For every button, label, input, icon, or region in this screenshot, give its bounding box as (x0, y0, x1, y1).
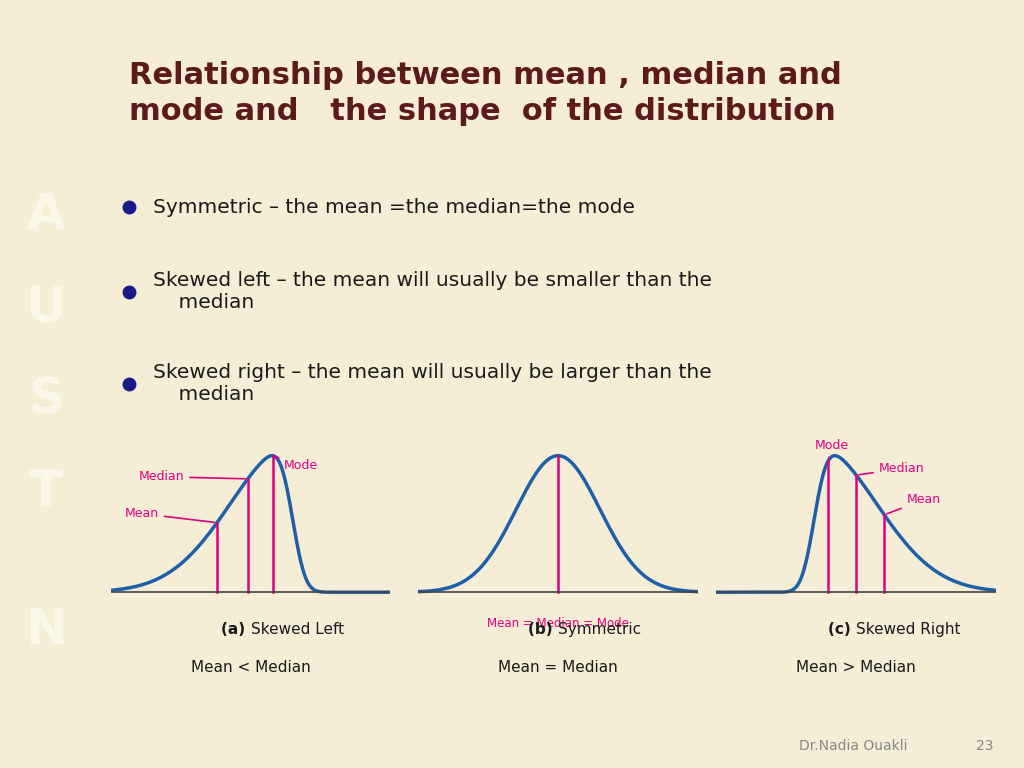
Text: Median: Median (139, 470, 245, 483)
Text: Skewed right – the mean will usually be larger than the
    median: Skewed right – the mean will usually be … (153, 363, 712, 405)
Text: Mean: Mean (125, 507, 214, 522)
Text: Mean > Median: Mean > Median (797, 660, 916, 676)
Text: Mean = Median: Mean = Median (499, 660, 617, 676)
Text: Dr.Nadia Ouakli: Dr.Nadia Ouakli (799, 739, 907, 753)
Text: Relationship between mean , median and
mode and   the shape  of the distribution: Relationship between mean , median and m… (129, 61, 842, 127)
Text: Mean < Median: Mean < Median (190, 660, 310, 676)
Text: Mean = Median = Mode: Mean = Median = Mode (487, 617, 629, 630)
Text: T: T (29, 468, 63, 515)
Text: N: N (26, 606, 67, 654)
Text: A: A (27, 191, 66, 239)
Text: (c): (c) (828, 622, 856, 637)
Text: 23: 23 (976, 739, 993, 753)
Text: (b): (b) (528, 622, 558, 637)
Text: Skewed left – the mean will usually be smaller than the
    median: Skewed left – the mean will usually be s… (153, 271, 712, 313)
Text: (a): (a) (221, 622, 251, 637)
Text: Skewed Left: Skewed Left (251, 622, 344, 637)
Text: Symmetric: Symmetric (558, 622, 641, 637)
Text: Mean: Mean (887, 494, 941, 514)
Text: S: S (28, 376, 65, 423)
Text: Mode: Mode (275, 457, 318, 472)
Text: Median: Median (859, 462, 925, 475)
Text: Symmetric – the mean =the median=the mode: Symmetric – the mean =the median=the mod… (153, 198, 635, 217)
Text: Skewed Right: Skewed Right (856, 622, 961, 637)
Text: Mode: Mode (814, 439, 849, 458)
Text: U: U (26, 283, 67, 331)
